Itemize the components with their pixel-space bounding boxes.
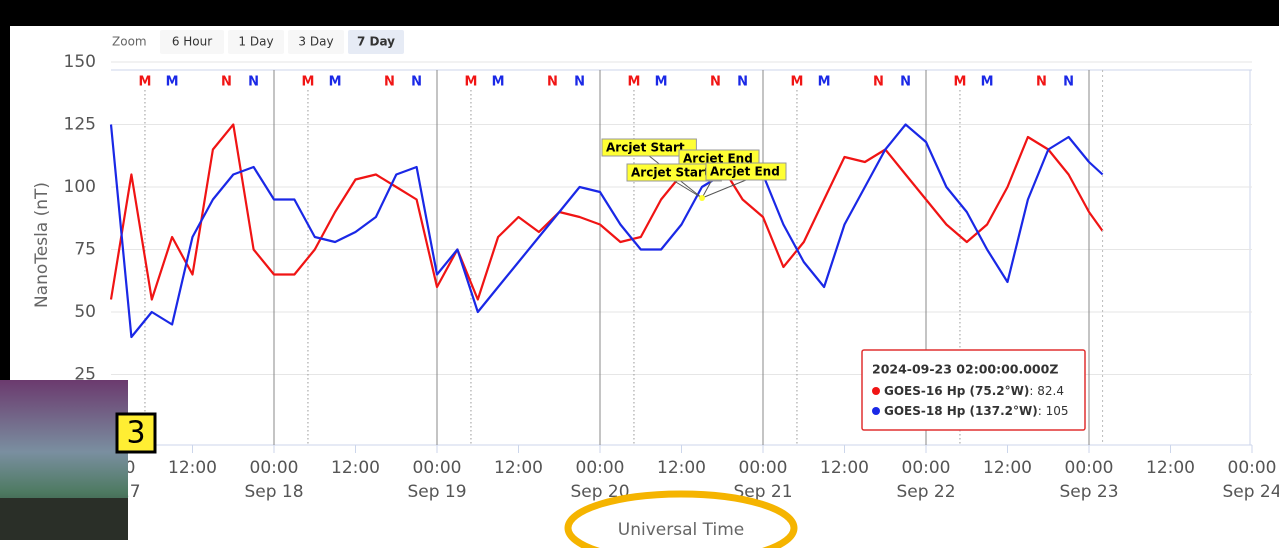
x-tick-label: 00:00: [250, 458, 299, 478]
tooltip-row: GOES-16 Hp (75.2°W): 82.4: [884, 384, 1064, 398]
marker-label: N: [248, 75, 259, 90]
thumbnail-ground: [0, 498, 128, 540]
y-tick-label: 150: [64, 52, 96, 72]
zoom-button[interactable]: [348, 30, 404, 54]
marker-label: N: [221, 75, 232, 90]
x-tick-label: 00:00: [902, 458, 951, 478]
zoom-button-label[interactable]: 3 Day: [298, 35, 333, 49]
marker-label: M: [301, 75, 314, 90]
flag-stem: [701, 179, 747, 199]
x-tick-date: Sep 18: [244, 482, 303, 502]
x-tick-label: 12:00: [331, 458, 380, 478]
zoom-button-label[interactable]: 6 Hour: [172, 35, 212, 49]
tooltip-part: GOES-18 Hp (137.2°W): [884, 404, 1038, 418]
x-tick-label: 12:00: [494, 458, 543, 478]
flag-box: [601, 138, 697, 157]
marker-label: N: [384, 75, 395, 90]
tooltip-row: GOES-18 Hp (137.2°W): 105: [884, 404, 1069, 418]
x-axis-title: Universal Time: [618, 520, 744, 540]
marker-label: N: [547, 75, 558, 90]
x-tick-date: Sep 24: [1222, 482, 1279, 502]
tooltip-part: 82.4: [1037, 384, 1064, 398]
x-tick-label: 00:00: [576, 458, 625, 478]
marker-label: N: [737, 75, 748, 90]
top-band: [0, 0, 1279, 26]
marker-label: N: [1063, 75, 1074, 90]
x-tick-label: 12:00: [657, 458, 706, 478]
flag-box: [705, 162, 787, 181]
flag-label: Arcjet Start: [631, 166, 710, 180]
highlight-ellipse: [564, 490, 798, 552]
x-tick-label: 12:00: [1146, 458, 1195, 478]
marker-label: N: [873, 75, 884, 90]
zoom-label: Zoom: [112, 35, 147, 49]
tooltip-part: :: [1029, 384, 1037, 398]
series-line: [109, 123, 1104, 301]
series-line: [109, 123, 1104, 339]
zoom-button[interactable]: [288, 30, 344, 54]
marker-label: M: [464, 75, 477, 90]
tooltip-dot: [872, 387, 880, 395]
zoom-button[interactable]: [228, 30, 284, 54]
marker-label: N: [900, 75, 911, 90]
x-tick-date: Sep 21: [733, 482, 792, 502]
flag-stem: [673, 180, 703, 199]
marker-label: M: [981, 75, 994, 90]
tooltip-part: :: [1038, 404, 1046, 418]
marker-label: N: [1036, 75, 1047, 90]
x-tick-label: 00:00: [739, 458, 788, 478]
y-tick-label: 75: [74, 240, 96, 260]
marker-label: M: [790, 75, 803, 90]
tooltip-part: GOES-16 Hp (75.2°W): [884, 384, 1029, 398]
x-tick-date: Sep 22: [896, 482, 955, 502]
x-tick-label: 00:00: [1065, 458, 1114, 478]
tooltip-dot: [872, 407, 880, 415]
badge: [115, 412, 157, 454]
x-tick-label: 12:00: [820, 458, 869, 478]
x-tick-date: Sep 23: [1059, 482, 1118, 502]
marker-label: M: [166, 75, 179, 90]
tooltip-title: 2024-09-23 02:00:00.000Z: [872, 362, 1058, 377]
marker-label: M: [329, 75, 342, 90]
zoom-button[interactable]: [160, 30, 224, 54]
x-tick-label: 00:00: [1228, 458, 1277, 478]
zoom-button-label[interactable]: 1 Day: [238, 35, 273, 49]
flag-label: Arcjet End: [683, 152, 753, 166]
tooltip-part: 105: [1046, 404, 1069, 418]
marker-label: M: [627, 75, 640, 90]
marker-label: N: [411, 75, 422, 90]
y-tick-label: 25: [74, 365, 96, 385]
marker-label: M: [138, 75, 151, 90]
y-axis-title: NanoTesla (nT): [32, 182, 52, 308]
badge-text: 3: [126, 416, 145, 451]
marker-label: M: [655, 75, 668, 90]
marker-label: M: [953, 75, 966, 90]
x-tick-label: 12:00: [168, 458, 217, 478]
marker-label: N: [574, 75, 585, 90]
left-band: [0, 0, 10, 380]
x-tick-label: 12:00: [983, 458, 1032, 478]
flag-label: Arcjet Start: [606, 141, 685, 155]
x-tick-label: 00:00: [413, 458, 462, 478]
flag-point: [699, 195, 705, 201]
marker-label: M: [818, 75, 831, 90]
flag-label: Arcjet End: [710, 165, 780, 179]
y-tick-label: 125: [64, 115, 96, 135]
marker-label: M: [492, 75, 505, 90]
marker-label: N: [710, 75, 721, 90]
y-tick-label: 100: [64, 177, 96, 197]
tooltip-box: [861, 349, 1086, 431]
y-tick-label: 50: [74, 302, 96, 322]
zoom-button-label[interactable]: 7 Day: [357, 35, 395, 49]
zoom-bar: Zoom 6 Hour 1 Day 3 Day 7 Day: [112, 30, 404, 54]
x-tick-date: Sep 19: [407, 482, 466, 502]
